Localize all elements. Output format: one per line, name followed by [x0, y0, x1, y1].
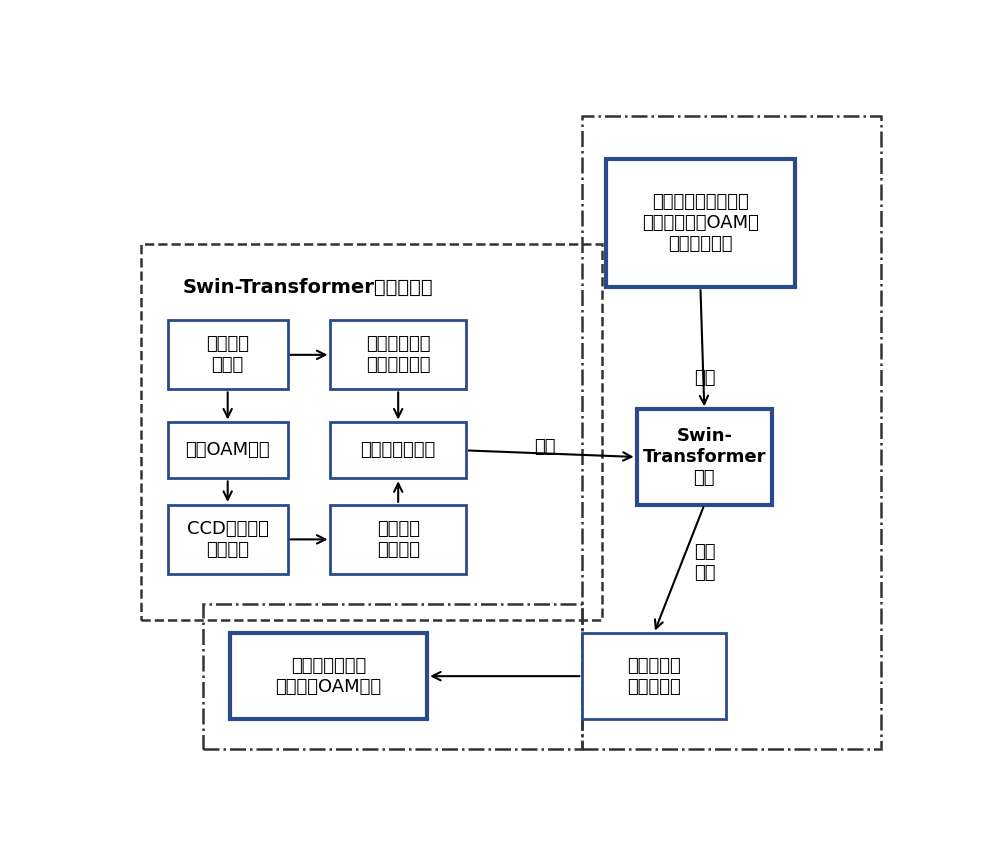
Text: 自适应光学系统输出
的待补偿畸变OAM光
束的强度分布: 自适应光学系统输出 的待补偿畸变OAM光 束的强度分布 [642, 193, 759, 253]
Text: 对相位屏取共轭
用于补偿OAM光束: 对相位屏取共轭 用于补偿OAM光束 [275, 657, 382, 696]
Text: 畸变OAM光束: 畸变OAM光束 [185, 442, 270, 460]
FancyBboxPatch shape [330, 505, 466, 574]
Text: 预测
输出: 预测 输出 [694, 544, 715, 582]
Text: 输入: 输入 [694, 369, 715, 387]
FancyBboxPatch shape [330, 320, 466, 389]
FancyBboxPatch shape [230, 633, 427, 719]
Text: 构建训练数据集: 构建训练数据集 [361, 442, 436, 460]
Text: CCD相机捕获
畸变光束: CCD相机捕获 畸变光束 [187, 520, 269, 559]
FancyBboxPatch shape [606, 158, 795, 288]
Text: 大气湍流
相位屏: 大气湍流 相位屏 [206, 336, 249, 374]
Text: 输入样本
训练数据: 输入样本 训练数据 [377, 520, 420, 559]
FancyBboxPatch shape [168, 422, 288, 479]
Text: Swin-
Transformer
网络: Swin- Transformer 网络 [643, 427, 766, 487]
Text: 对应的大气
湍流相位屏: 对应的大气 湍流相位屏 [627, 657, 681, 696]
Bar [140, 245, 602, 620]
Text: 训练: 训练 [534, 438, 556, 456]
FancyBboxPatch shape [582, 633, 726, 719]
Bar [582, 116, 881, 749]
Text: 输出（标签）
样本训练数据: 输出（标签） 样本训练数据 [366, 336, 430, 374]
Bar [202, 603, 582, 749]
FancyBboxPatch shape [168, 505, 288, 574]
FancyBboxPatch shape [330, 422, 466, 479]
FancyBboxPatch shape [637, 409, 772, 505]
Text: Swin-Transformer网络的构建: Swin-Transformer网络的构建 [183, 278, 434, 297]
FancyBboxPatch shape [168, 320, 288, 389]
